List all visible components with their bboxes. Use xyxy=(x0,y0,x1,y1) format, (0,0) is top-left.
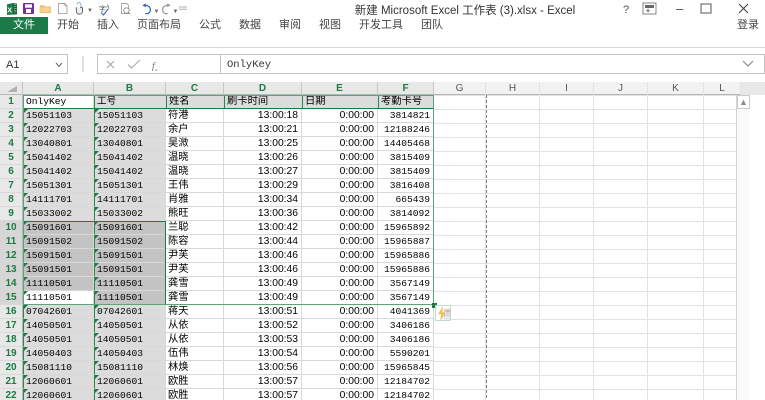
svg-text:fx: fx xyxy=(152,61,159,71)
svg-text:X: X xyxy=(7,5,12,14)
svg-text:▼: ▼ xyxy=(173,9,179,15)
svg-text:字: 字 xyxy=(99,4,106,13)
svg-text:▼: ▼ xyxy=(87,8,93,14)
svg-text:▼: ▼ xyxy=(154,9,160,15)
